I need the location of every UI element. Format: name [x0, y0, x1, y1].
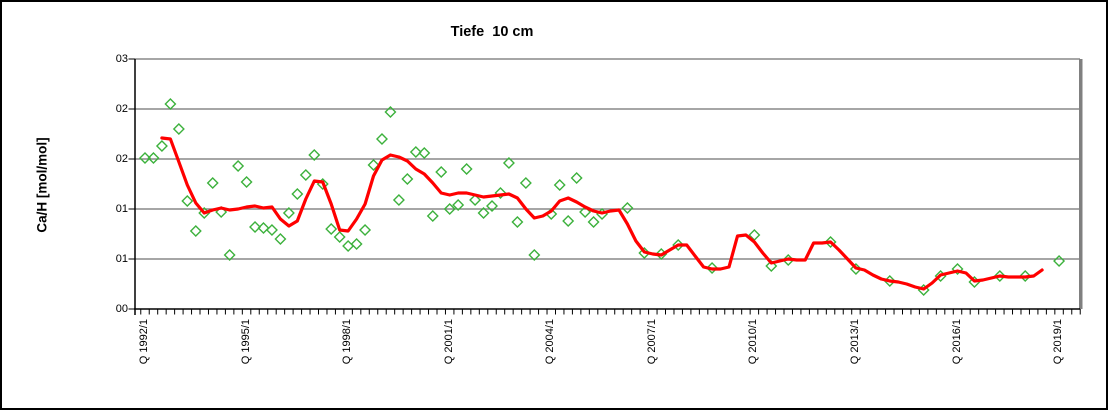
scatter-point: [528, 249, 541, 261]
scatter-point: [342, 240, 355, 252]
scatter-point: [189, 225, 202, 237]
scatter-point: [299, 169, 312, 181]
scatter-point: [333, 231, 346, 243]
scatter-point: [384, 106, 397, 118]
y-tick-label: 02: [115, 102, 128, 115]
scatter-point: [257, 222, 270, 234]
scatter-point: [172, 123, 185, 135]
scatter-point: [249, 221, 262, 233]
scatter-point: [409, 146, 422, 158]
scatter-point: [460, 163, 473, 175]
scatter-point: [435, 166, 448, 178]
x-tick-label: Q 2019/1: [1052, 319, 1065, 365]
scatter-point: [672, 239, 685, 251]
scatter-point: [325, 223, 338, 235]
x-tick-label: Q 1992/1: [138, 319, 150, 365]
y-tick-label: 00: [115, 302, 128, 315]
scatter-point: [993, 270, 1006, 282]
x-tick-label: Q 2013/1: [848, 319, 861, 365]
scatter-point: [164, 98, 177, 110]
scatter-point: [452, 199, 465, 211]
scatter-point: [240, 176, 253, 188]
scatter-point: [418, 147, 431, 159]
scatter-point: [553, 179, 566, 191]
scatter-point: [511, 216, 524, 228]
scatter-point: [291, 188, 304, 200]
scatter-point: [274, 233, 287, 245]
x-tick-label: Q 2010/1: [747, 319, 760, 365]
x-tick-label: Q 2001/1: [442, 319, 455, 365]
x-tick-label: Q 2004/1: [544, 319, 557, 365]
scatter-point: [587, 216, 600, 228]
scatter-point: [367, 159, 380, 171]
scatter-point: [824, 236, 837, 248]
scatter-point: [706, 262, 719, 274]
scatter-point: [426, 210, 439, 222]
x-tick-label: Q 2016/1: [950, 319, 963, 365]
x-tick-label: Q 2007/1: [645, 319, 658, 365]
scatter-point: [502, 157, 515, 169]
y-tick-label: 01: [115, 202, 128, 215]
scatter-point: [1053, 255, 1066, 267]
scatter-point: [765, 260, 778, 272]
scatter-point: [401, 173, 414, 185]
scatter-point: [139, 152, 151, 164]
scatter-point: [392, 194, 405, 206]
scatter-point: [951, 263, 964, 275]
scatter-point: [282, 207, 295, 219]
scatter-point: [375, 133, 388, 145]
scatter-point: [494, 187, 507, 199]
scatter-point: [469, 194, 482, 206]
scatter-point: [223, 249, 236, 261]
y-tick-label: 03: [115, 52, 128, 65]
trend-line: [160, 136, 1044, 291]
scatter-point: [181, 195, 194, 207]
scatter-point: [265, 224, 278, 236]
scatter-point: [477, 207, 490, 219]
scatter-point: [206, 177, 219, 189]
scatter-point: [1019, 270, 1032, 282]
y-tick-label: 02: [115, 152, 128, 165]
scatter-point: [562, 215, 575, 227]
scatter-point: [308, 149, 321, 161]
scatter-point: [486, 200, 498, 212]
x-tick-label: Q 1998/1: [341, 319, 354, 365]
scatter-point: [350, 238, 363, 250]
chart-title: Tiefe 10 cm: [450, 24, 534, 40]
x-tick-label: Q 1995/1: [239, 319, 252, 365]
scatter-point: [570, 172, 583, 184]
scatter-point: [359, 224, 372, 236]
scatter-point: [232, 160, 245, 172]
plot-right-border: [1079, 59, 1083, 309]
scatter-point: [147, 152, 160, 164]
scatter-point: [443, 203, 456, 215]
scatter-point: [621, 202, 634, 214]
scatter-point: [155, 140, 168, 152]
scatter-point: [519, 177, 532, 189]
y-tick-label: 01: [115, 252, 128, 265]
